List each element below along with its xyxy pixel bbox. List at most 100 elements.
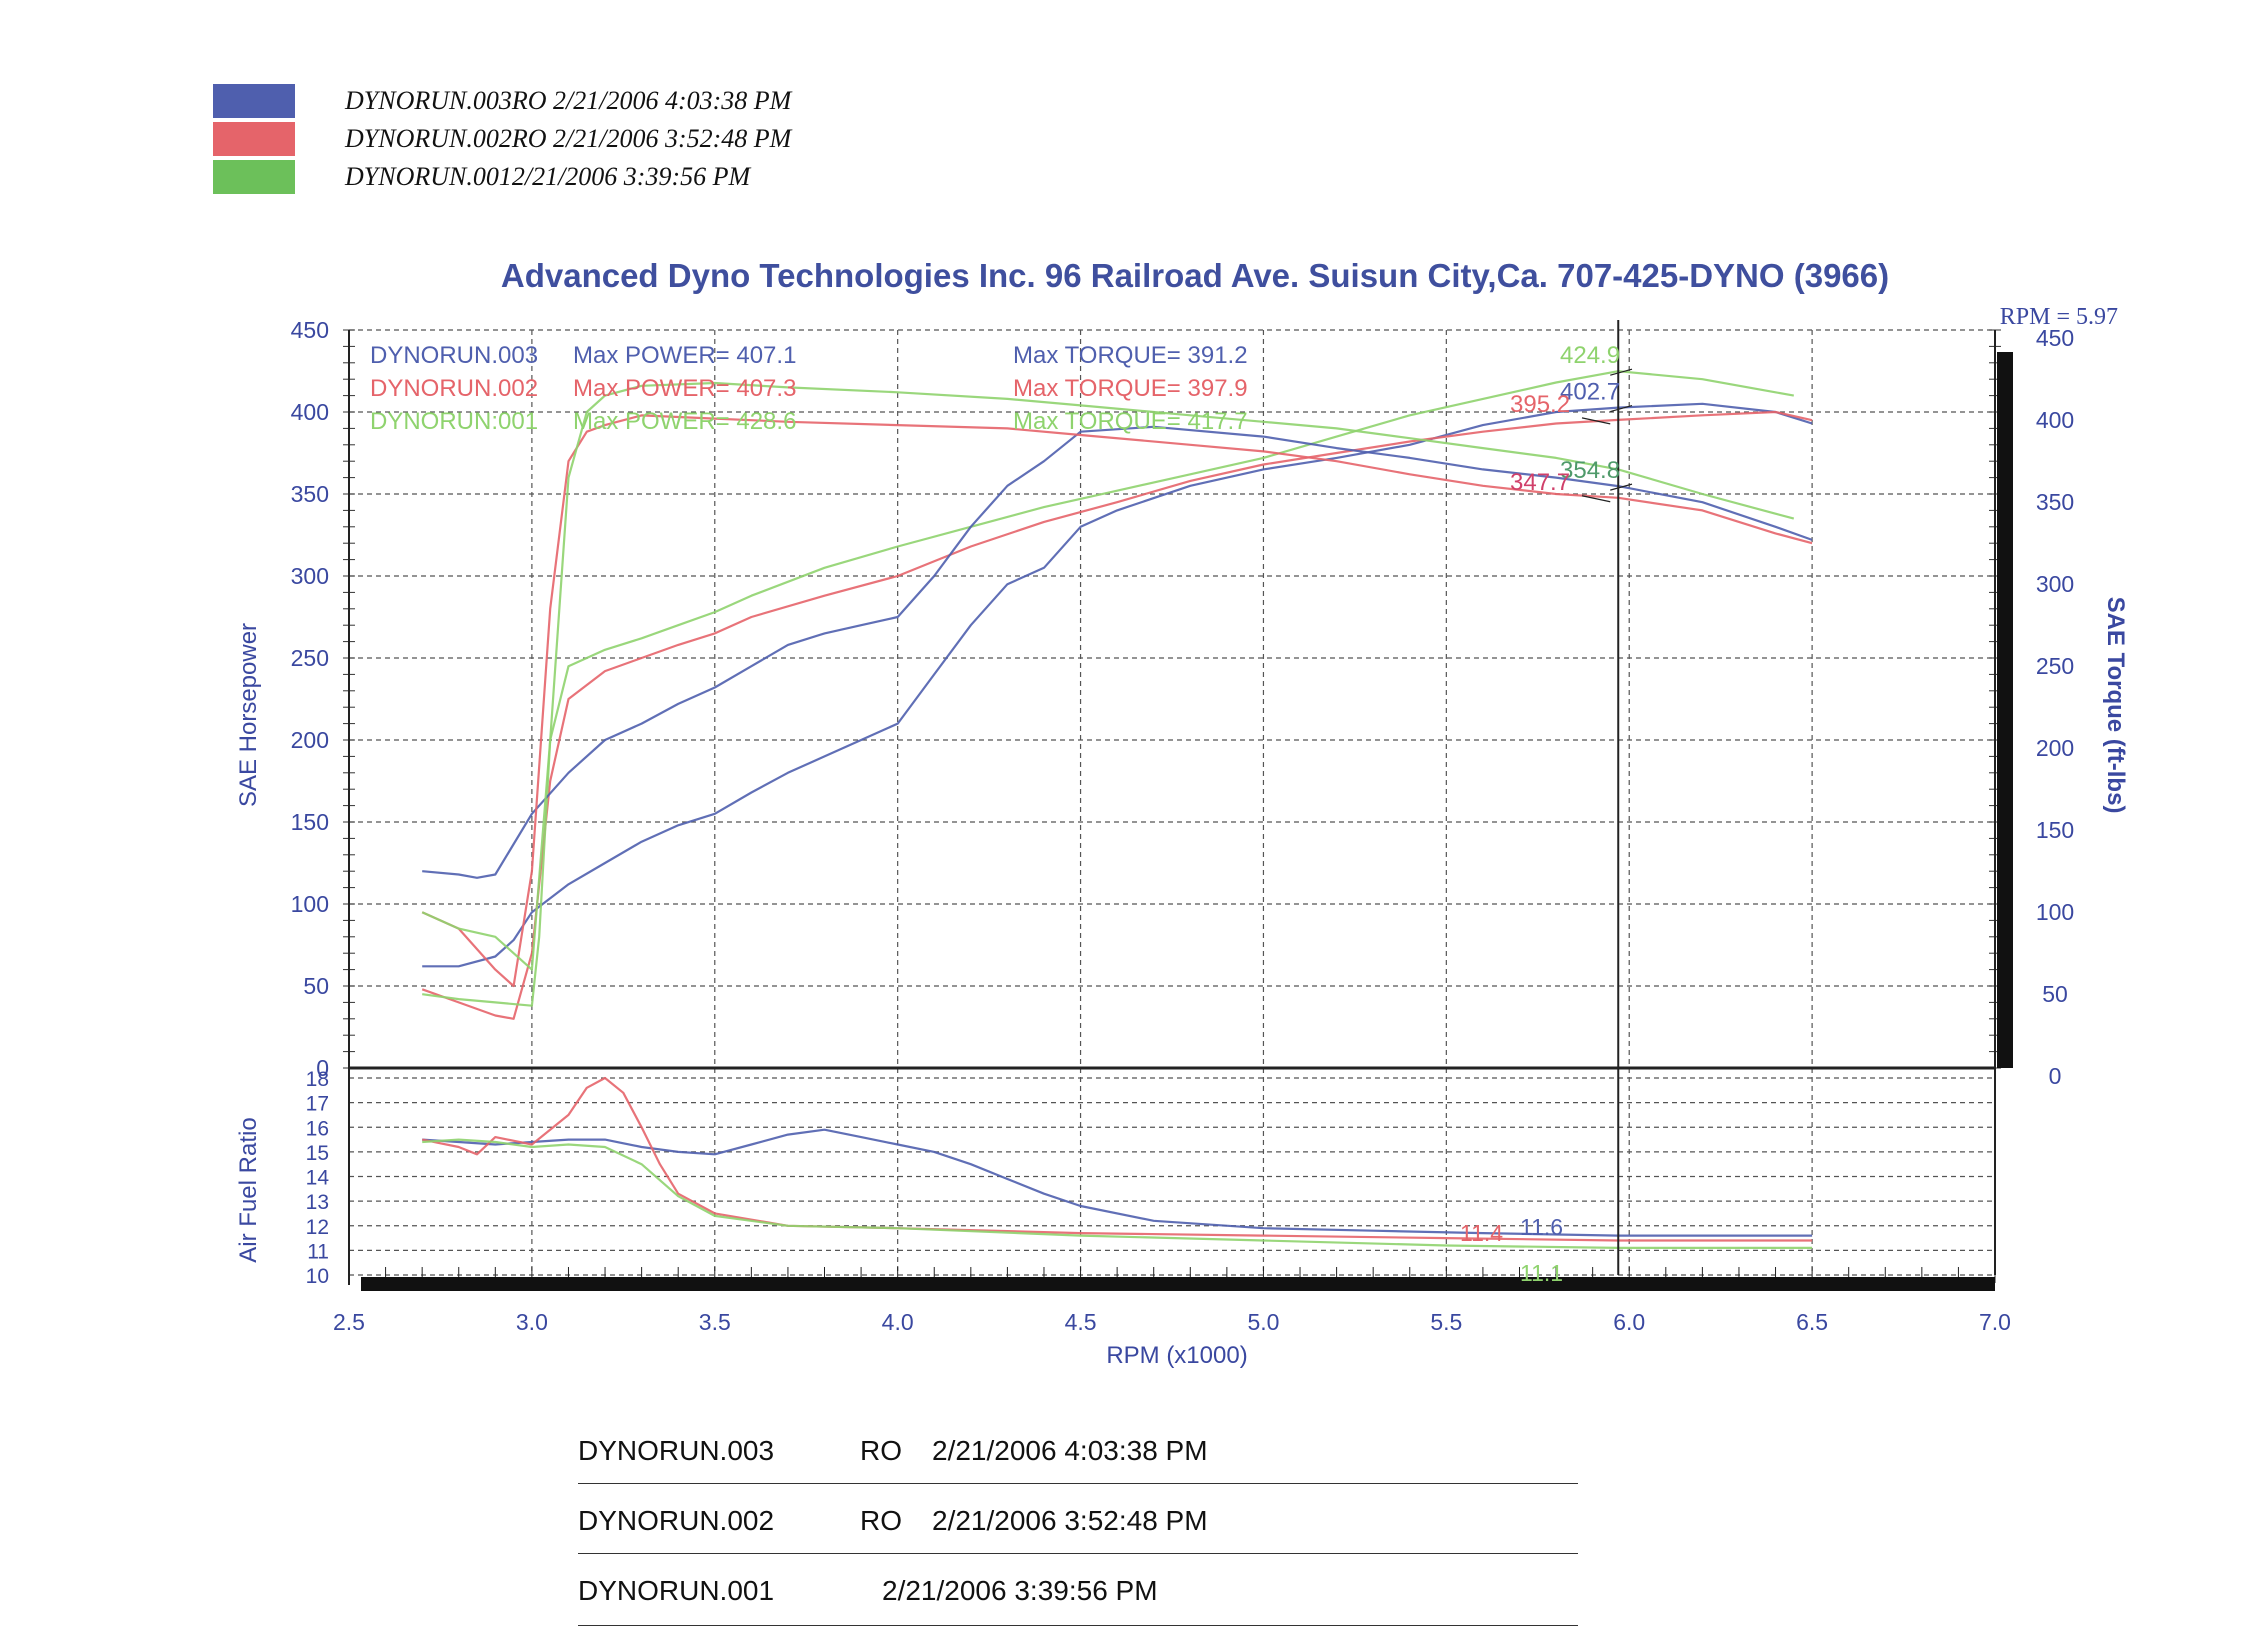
cursor-value-label: 402.7 bbox=[1560, 379, 1620, 406]
bottom-shadow-bar bbox=[361, 1277, 1995, 1291]
afr-cursor-value-label: 11.1 bbox=[1520, 1260, 1563, 1286]
footer-row-001: DYNORUN.001 2/21/2006 3:39:56 PM bbox=[578, 1565, 1578, 1617]
footer-code-003: RO bbox=[860, 1435, 902, 1466]
series-layer bbox=[421, 320, 1813, 1275]
y-tick-label-right: 300 bbox=[2036, 571, 2074, 597]
series-line-power-002 bbox=[421, 410, 1813, 1020]
x-axis-label: RPM (x1000) bbox=[1106, 1342, 1247, 1369]
y-tick-label-left: 400 bbox=[291, 399, 329, 425]
afr-tick-label: 13 bbox=[306, 1191, 329, 1214]
x-tick-label: 4.0 bbox=[882, 1309, 914, 1335]
y-tick-label-right: 100 bbox=[2036, 899, 2074, 925]
afr-tick-label: 12 bbox=[306, 1216, 329, 1239]
legend-label-001: DYNORUN.0012/21/2006 3:39:56 PM bbox=[345, 162, 751, 191]
max-torque-label: Max TORQUE= 397.9 bbox=[1013, 375, 1248, 402]
legend-swatch-001 bbox=[213, 160, 295, 194]
max-torque-label: Max TORQUE= 391.2 bbox=[1013, 342, 1248, 369]
afr-tick-label: 14 bbox=[306, 1167, 330, 1190]
footer-run-003: DYNORUN.003 bbox=[578, 1435, 775, 1466]
x-tick-label: 4.5 bbox=[1065, 1309, 1097, 1335]
legend-item-003: DYNORUN.003RO 2/21/2006 4:03:38 PM bbox=[213, 84, 913, 118]
footer-date-002: 2/21/2006 3:52:48 PM bbox=[932, 1505, 1208, 1536]
y-tick-label-left: 100 bbox=[291, 891, 329, 917]
y-tick-label-right: 250 bbox=[2036, 653, 2074, 679]
footer-rule bbox=[578, 1625, 1578, 1626]
footer-date-001: 2/21/2006 3:39:56 PM bbox=[882, 1575, 1158, 1606]
plot-frame bbox=[348, 330, 2013, 1291]
right-shadow-bar bbox=[1997, 352, 2013, 1068]
x-tick-label: 5.0 bbox=[1247, 1309, 1279, 1335]
y-tick-label-right: 50 bbox=[2042, 981, 2068, 1007]
cursor-value-label: 354.8 bbox=[1560, 457, 1620, 484]
footer-rule bbox=[578, 1553, 1578, 1554]
x-tick-label: 7.0 bbox=[1979, 1309, 2011, 1335]
cursor-leader-line bbox=[1610, 404, 1633, 413]
max-power-label: Max POWER= 428.6 bbox=[573, 408, 796, 435]
legend-item-002: DYNORUN.002RO 2/21/2006 3:52:48 PM bbox=[213, 122, 913, 156]
afr-tick-label: 18 bbox=[306, 1068, 329, 1091]
footer-date-003: 2/21/2006 4:03:38 PM bbox=[932, 1435, 1208, 1466]
y-tick-label-right: 150 bbox=[2036, 817, 2074, 843]
footer-row-003: DYNORUN.003 RO 2/21/2006 4:03:38 PM bbox=[578, 1425, 1578, 1477]
y-axis-label-afr: Air Fuel Ratio bbox=[235, 1117, 262, 1262]
afr-cursor-value-label: 11.4 bbox=[1460, 1220, 1503, 1246]
y-tick-label-right: 400 bbox=[2036, 407, 2074, 433]
max-power-label: Max POWER= 407.3 bbox=[573, 375, 796, 402]
y-axis-label-torque: SAE Torque (ft-lbs) bbox=[2102, 597, 2129, 814]
x-tick-label: 3.5 bbox=[699, 1309, 731, 1335]
y-tick-label-right: 0 bbox=[2049, 1063, 2062, 1089]
x-tick-label: 3.0 bbox=[516, 1309, 548, 1335]
y-axis-label-horsepower: SAE Horsepower bbox=[235, 623, 262, 807]
max-info-run: DYNORUN.002 bbox=[370, 375, 538, 402]
x-tick-label: 2.5 bbox=[333, 1309, 365, 1335]
max-info-row: DYNORUN:001 Max POWER= 428.6 Max TORQUE= 4… bbox=[370, 408, 1248, 435]
cursor-leader-line bbox=[1581, 495, 1611, 503]
label-layer: 2.5 3.0 3.5 4.0 4.5 5.0 5.5 6.0 6.5 7.0 450 400 350 3… bbox=[291, 317, 2075, 1335]
y-tick-label-left: 200 bbox=[291, 727, 329, 753]
series-line-torque-002 bbox=[421, 414, 1813, 988]
cursor-value-label: 424.9 bbox=[1560, 342, 1620, 369]
legend-label-003: DYNORUN.003RO 2/21/2006 4:03:38 PM bbox=[345, 86, 792, 115]
afr-cursor-value-label: 11.6 bbox=[1520, 1214, 1563, 1240]
max-info-run: DYNORUN:001 bbox=[370, 408, 538, 435]
x-tick-label: 5.5 bbox=[1430, 1309, 1462, 1335]
footer-run-002: DYNORUN.002 bbox=[578, 1505, 775, 1536]
series-line-afr-003 bbox=[422, 1128, 1813, 1237]
legend-label-002: DYNORUN.002RO 2/21/2006 3:52:48 PM bbox=[345, 124, 792, 153]
series-line-power-001 bbox=[422, 370, 1794, 1007]
max-info-row: DYNORUN.002 Max POWER= 407.3 Max TORQUE= 3… bbox=[370, 375, 1248, 402]
afr-tick-label: 10 bbox=[306, 1265, 329, 1288]
cursor-value-label: 347.7 bbox=[1510, 469, 1570, 496]
series-line-power-003 bbox=[422, 402, 1813, 968]
y-tick-label-left: 50 bbox=[303, 973, 329, 999]
x-tick-label: 6.0 bbox=[1613, 1309, 1645, 1335]
footer-code-002: RO bbox=[860, 1505, 902, 1536]
chart-title: Advanced Dyno Technologies Inc. 96 Railr… bbox=[501, 257, 1889, 294]
y-tick-label-left: 450 bbox=[291, 317, 329, 343]
cursor-rpm-label: RPM = 5.97 bbox=[2000, 304, 2118, 330]
max-power-label: Max POWER= 407.1 bbox=[573, 342, 796, 369]
cursor-value-label: 395.2 bbox=[1510, 391, 1570, 418]
max-info-run: DYNORUN.003 bbox=[370, 342, 538, 369]
afr-tick-label: 15 bbox=[306, 1142, 329, 1165]
legend-item-001: DYNORUN.0012/21/2006 3:39:56 PM bbox=[213, 160, 913, 194]
y-tick-label-right: 350 bbox=[2036, 489, 2074, 515]
footer-run-001: DYNORUN.001 bbox=[578, 1575, 775, 1606]
afr-tick-label: 16 bbox=[306, 1117, 329, 1140]
legend-swatch-002 bbox=[213, 122, 295, 156]
series-line-torque-003 bbox=[422, 425, 1813, 879]
afr-tick-label: 11 bbox=[307, 1240, 329, 1263]
y-tick-label-left: 300 bbox=[291, 563, 329, 589]
series-line-afr-002 bbox=[421, 1076, 1813, 1242]
cursor-leader-line bbox=[1581, 417, 1611, 425]
max-info: DYNORUN.003 Max POWER= 407.1 Max TORQUE= 3… bbox=[370, 342, 1248, 435]
y-tick-label-left: 250 bbox=[291, 645, 329, 671]
footer-row-002: DYNORUN.002 RO 2/21/2006 3:52:48 PM bbox=[578, 1495, 1578, 1547]
y-tick-label-right: 450 bbox=[2036, 325, 2074, 351]
cursor-leader-line bbox=[1610, 368, 1633, 376]
y-tick-label-left: 0 bbox=[316, 1055, 329, 1081]
x-tick-label: 6.5 bbox=[1796, 1309, 1828, 1335]
legend-swatch-003 bbox=[213, 84, 295, 118]
afr-tick-label: 17 bbox=[306, 1093, 329, 1116]
